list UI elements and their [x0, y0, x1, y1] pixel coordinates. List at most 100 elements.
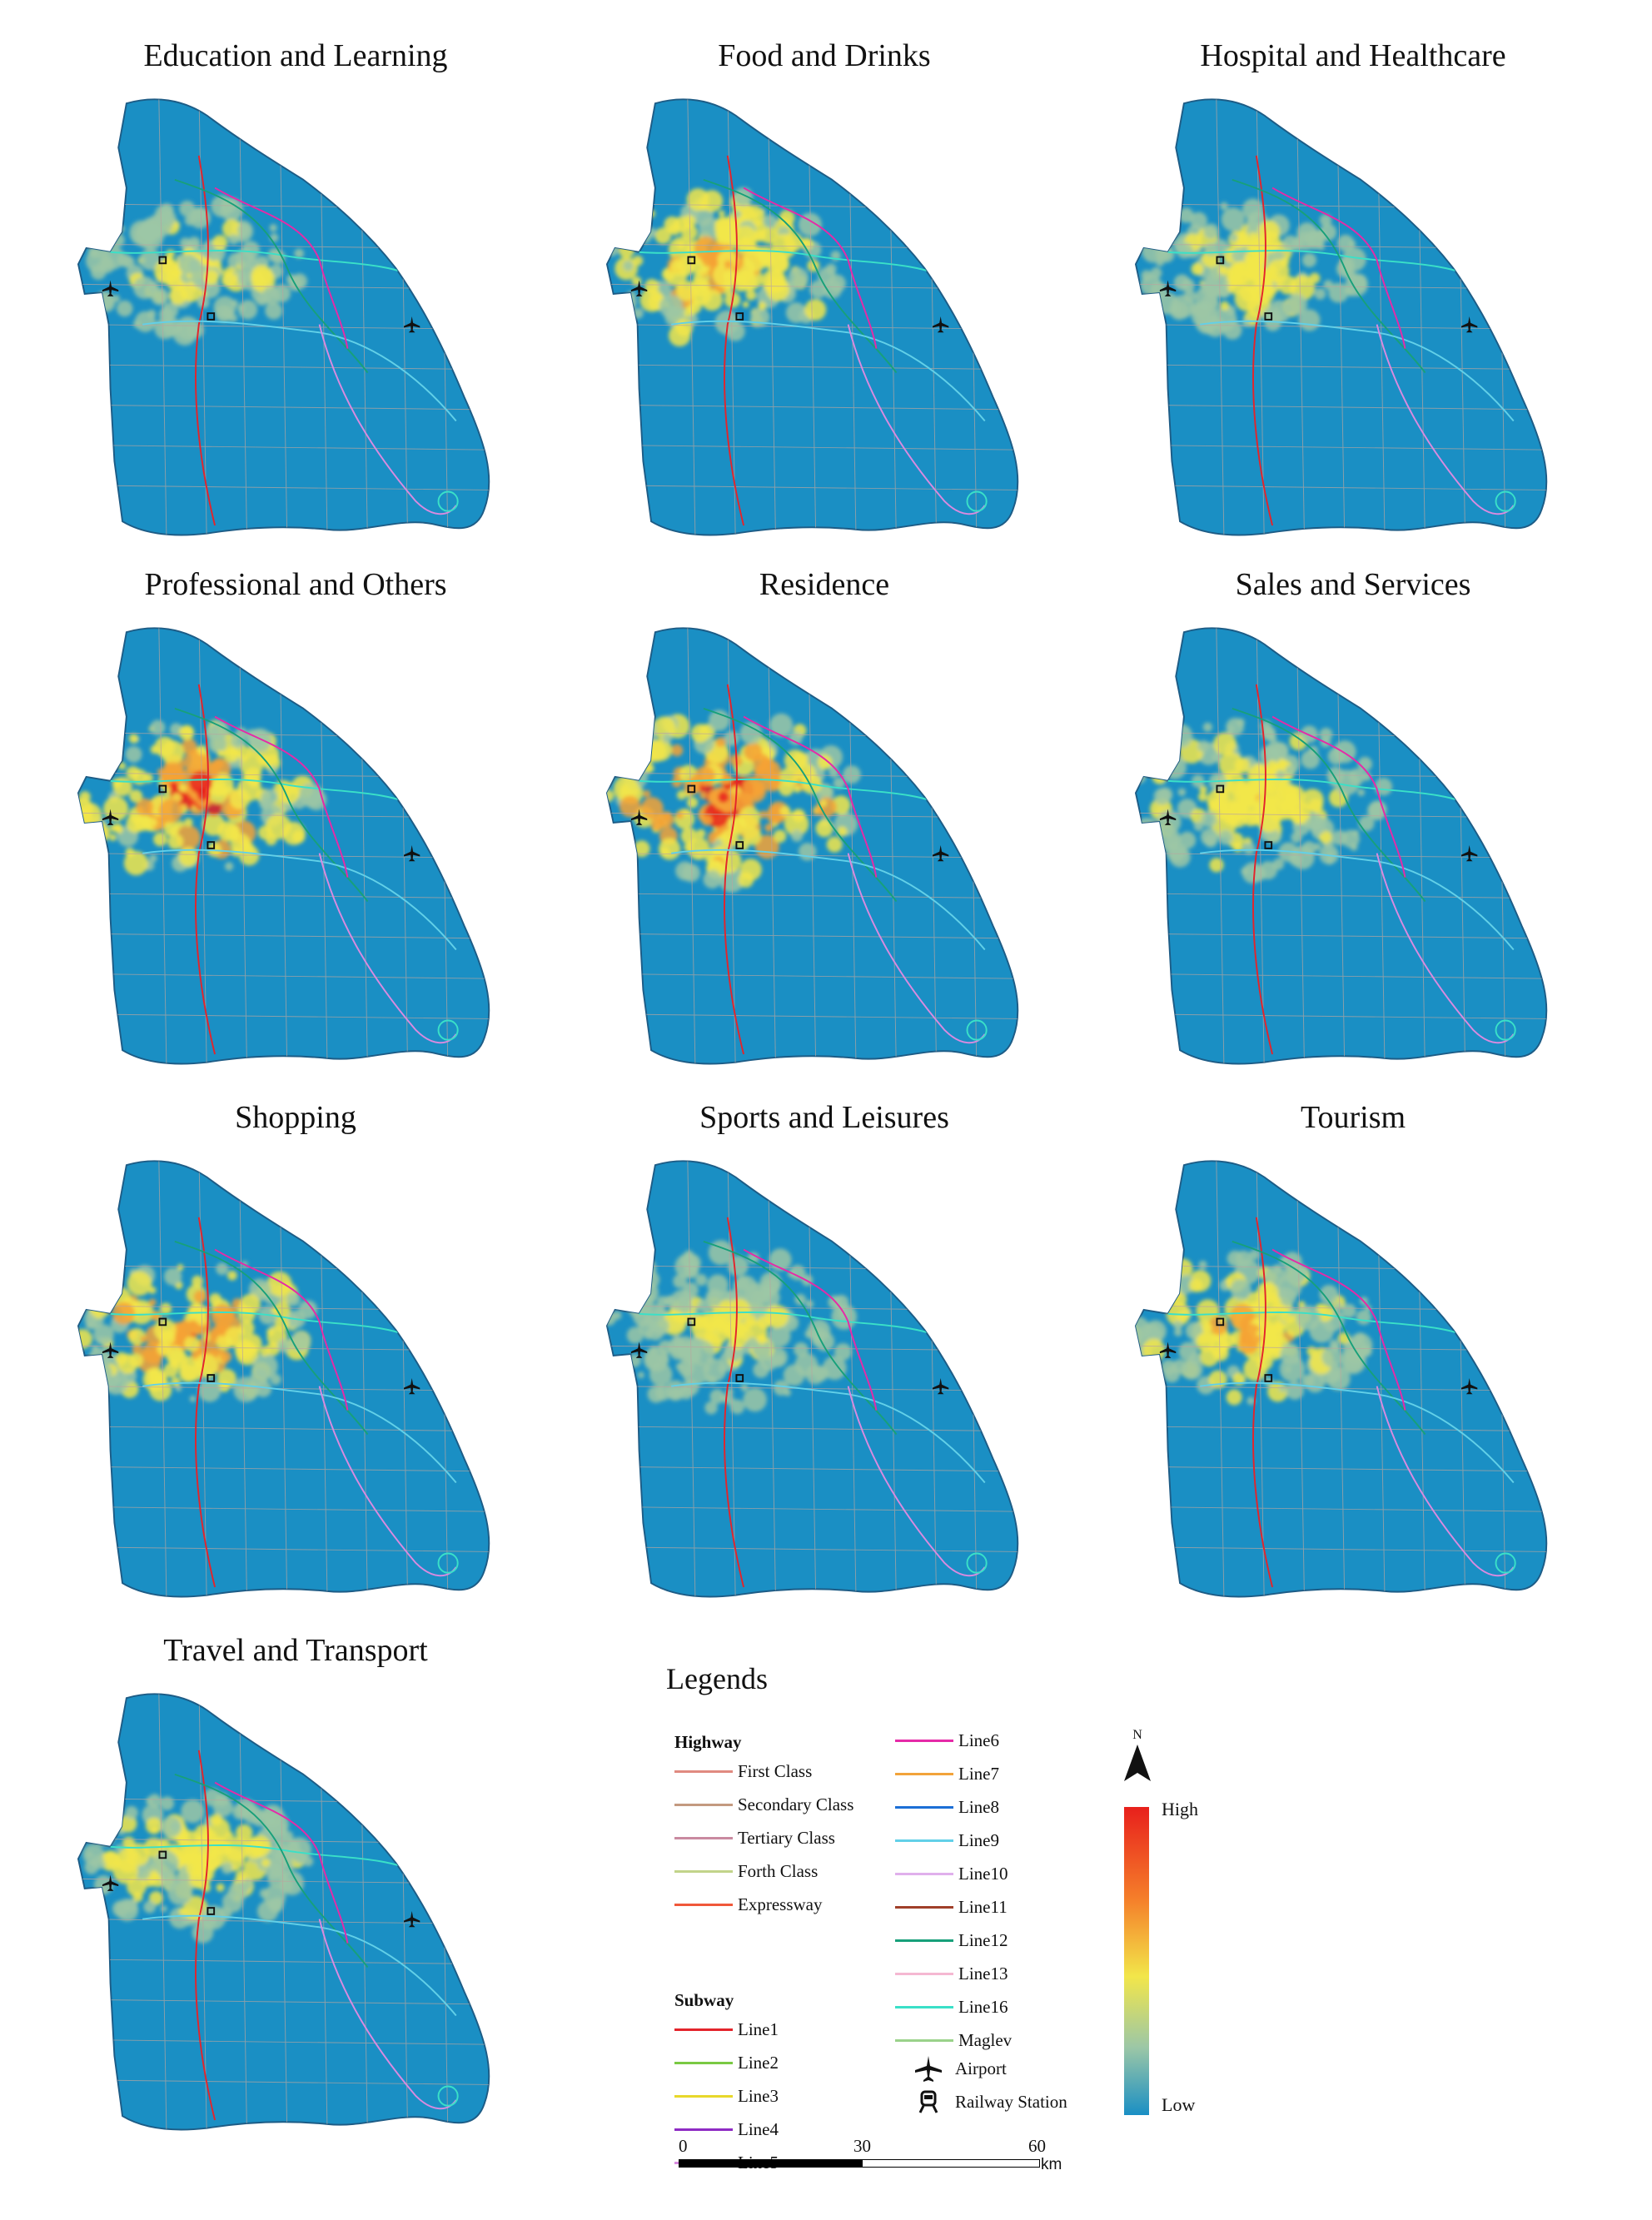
- subway-line: [1200, 320, 1515, 422]
- map-panel: Hospital and Healthcare: [1103, 37, 1603, 537]
- railway-station-icon: [158, 1317, 167, 1327]
- subway-line: [318, 853, 457, 1044]
- map-panel: Residence: [575, 566, 1074, 1066]
- airport-icon: [1159, 280, 1177, 296]
- legend-item: Line11: [895, 1897, 1008, 1918]
- airport-icon: [630, 809, 648, 825]
- airport-icon: [404, 1378, 420, 1395]
- legend-swatch: [895, 1873, 953, 1875]
- subway-line: [1232, 707, 1426, 903]
- subway-loop: [1495, 490, 1516, 512]
- subway-line: [214, 1248, 349, 1411]
- legend-swatch: [895, 1973, 953, 1975]
- subway-loop: [966, 1552, 988, 1574]
- subway-line: [847, 853, 986, 1044]
- shanghai-map: [605, 1160, 1019, 1598]
- railway-station-icon: [158, 1850, 167, 1859]
- subway-line: [1376, 324, 1515, 515]
- subway-line: [318, 1386, 457, 1577]
- subway-line: [142, 320, 457, 422]
- legend-swatch: [895, 1806, 953, 1809]
- subway-line: [195, 1750, 216, 2121]
- map-panel-title: Shopping: [235, 1100, 356, 1135]
- subway-line: [195, 684, 216, 1055]
- railway-station-icon: [206, 312, 216, 321]
- subway-line: [1167, 250, 1482, 281]
- heat-layer: [86, 195, 308, 346]
- legend-item: Expressway: [674, 1894, 822, 1915]
- north-label: N: [1132, 1728, 1142, 1742]
- shanghai-map: [77, 627, 490, 1065]
- airport-icon: [102, 280, 119, 296]
- legend-item: Maglev: [895, 2030, 1012, 2051]
- legend-swatch: [895, 2039, 953, 2042]
- subway-line: [724, 1217, 745, 1588]
- legend-item: Secondary Class: [674, 1794, 853, 1815]
- subway-line: [1271, 187, 1406, 349]
- airport-icon: [1159, 1341, 1177, 1358]
- legend-swatch: [674, 2062, 733, 2064]
- subway-line: [1271, 1248, 1406, 1411]
- legend-item: Line2: [674, 2053, 779, 2073]
- railway-station-icon: [158, 256, 167, 265]
- airport-icon: [1461, 845, 1478, 862]
- subway-line: [847, 324, 986, 515]
- subway-line: [110, 1312, 425, 1343]
- subway-line: [743, 187, 878, 349]
- shanghai-map: [77, 1693, 490, 2131]
- heat-layer: [77, 719, 327, 876]
- map-panel: Education and Learning: [46, 37, 545, 537]
- scale-label-0: 0: [679, 2136, 688, 2156]
- subway-loop: [437, 1552, 459, 1574]
- shanghai-map: [605, 98, 1019, 536]
- subway-line: [214, 187, 349, 349]
- subway-line: [639, 1312, 953, 1343]
- map-panel: Shopping: [46, 1099, 545, 1599]
- map-panel: Sales and Services: [1103, 566, 1603, 1066]
- subway-line: [1167, 779, 1482, 810]
- subway-line: [174, 1240, 369, 1436]
- scale-unit: km: [1041, 2156, 1062, 2173]
- legend-label: Line10: [958, 1864, 1008, 1884]
- legend-item: Line10: [895, 1864, 1008, 1884]
- subway-line: [195, 155, 216, 526]
- legend-item: Line13: [895, 1964, 1008, 1984]
- subway-line: [703, 178, 898, 374]
- legend-highway-heading: Highway: [674, 1732, 742, 1752]
- subway-line: [847, 1386, 986, 1577]
- legend-item: First Class: [674, 1761, 812, 1782]
- subway-line: [743, 715, 878, 878]
- legend-item: Line4: [674, 2119, 779, 2140]
- map-panel-title: Sales and Services: [1235, 567, 1471, 602]
- legend-item: Tertiary Class: [674, 1828, 835, 1849]
- subway-line: [703, 707, 898, 903]
- airport-icon: [102, 809, 119, 825]
- subway-loop: [437, 490, 459, 512]
- subway-line: [703, 1240, 898, 1436]
- map-panel: Travel and Transport: [46, 1632, 545, 2132]
- legend-airport: Airport: [912, 2054, 1007, 2083]
- shanghai-map: [1134, 1160, 1548, 1598]
- map-panel-title: Professional and Others: [144, 567, 447, 602]
- legend-swatch: [674, 1804, 733, 1806]
- airport-icon: [102, 1341, 119, 1358]
- subway-line: [110, 250, 425, 281]
- map-panel-title: Food and Drinks: [718, 38, 931, 73]
- map-panel: Professional and Others: [46, 566, 545, 1066]
- road-network: [77, 99, 490, 535]
- subway-line: [1252, 684, 1274, 1055]
- airport-icon: [933, 845, 949, 862]
- subway-line: [671, 849, 986, 951]
- airport-icon: [630, 1341, 648, 1358]
- railway-station-icon: [1264, 312, 1273, 321]
- subway-line: [724, 155, 745, 526]
- legend-label: Line4: [738, 2119, 779, 2139]
- legend-label: First Class: [738, 1761, 813, 1781]
- airport-icon: [404, 845, 420, 862]
- railway-station-icon: [687, 256, 696, 265]
- subway-line: [639, 250, 953, 281]
- subway-line: [639, 779, 953, 810]
- subway-line: [1232, 1240, 1426, 1436]
- airport-icon: [1159, 809, 1177, 825]
- subway-line: [743, 1248, 878, 1411]
